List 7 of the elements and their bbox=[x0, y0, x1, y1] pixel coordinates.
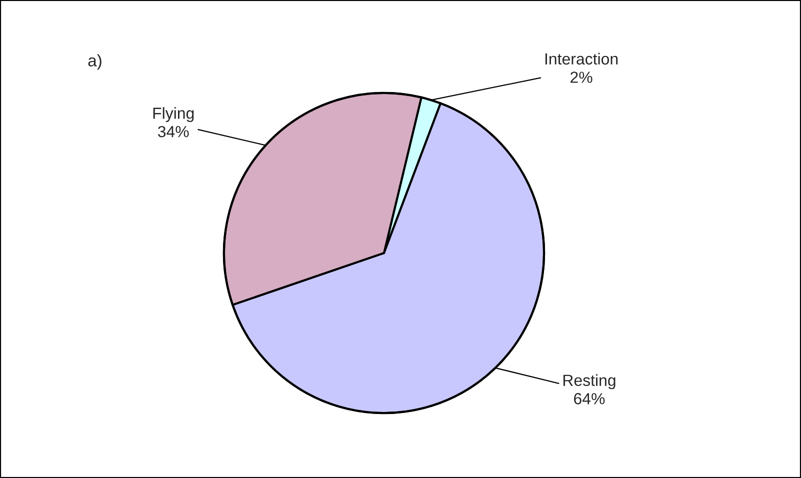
slice-label: Flying bbox=[153, 107, 194, 122]
data-label: 34% bbox=[158, 126, 189, 138]
text: a) bbox=[88, 54, 102, 70]
data-label: 2% bbox=[570, 72, 592, 83]
data-label: 64% bbox=[574, 393, 605, 404]
slice-label: Resting bbox=[563, 374, 616, 390]
slice-label: Interaction bbox=[545, 52, 618, 65]
